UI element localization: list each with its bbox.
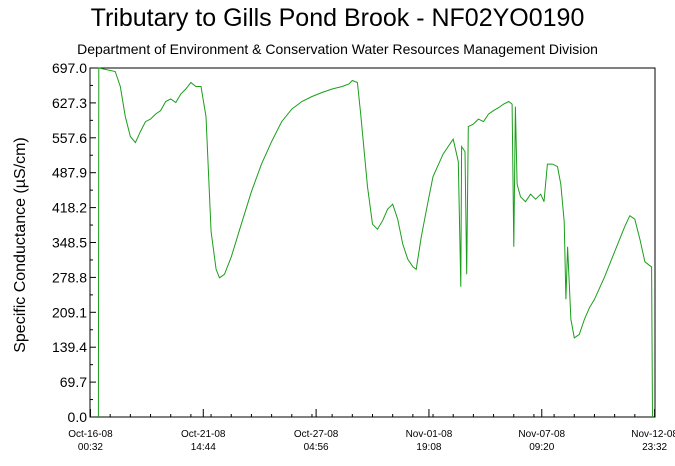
x-tick-label: Nov-12-08 — [631, 429, 675, 440]
y-tick-label: 697.0 — [52, 60, 87, 76]
y-tick-label: 139.4 — [52, 339, 87, 355]
y-tick-label: 348.5 — [52, 235, 87, 251]
x-tick-label: 19:08 — [416, 442, 441, 453]
y-tick-label: 627.3 — [52, 95, 87, 111]
y-tick-label: 487.9 — [52, 165, 87, 181]
y-tick-label: 209.1 — [52, 304, 87, 320]
y-tick-label: 0.0 — [68, 409, 88, 425]
x-tick-label: 14:44 — [191, 442, 216, 453]
x-tick-label: 00:32 — [78, 442, 103, 453]
x-tick-label: Nov-01-08 — [406, 429, 453, 440]
y-tick-label: 557.6 — [52, 130, 87, 146]
x-tick-label: 04:56 — [304, 442, 329, 453]
x-tick-label: Oct-27-08 — [294, 429, 339, 440]
plot-frame — [89, 67, 656, 418]
y-tick-label: 278.8 — [52, 269, 87, 285]
y-tick-label: 69.7 — [60, 374, 87, 390]
chart-subtitle: Department of Environment & Conservation… — [77, 41, 598, 57]
x-tick-label: Oct-16-08 — [68, 429, 113, 440]
chart-title: Tributary to Gills Pond Brook - NF02YO01… — [90, 4, 585, 32]
x-tick-label: 09:20 — [529, 442, 554, 453]
series-line — [97, 67, 653, 418]
y-tick-label: 418.2 — [52, 200, 87, 216]
x-tick-label: Oct-21-08 — [181, 429, 226, 440]
x-tick-label: 23:32 — [642, 442, 667, 453]
x-tick-label: Nov-07-08 — [518, 429, 565, 440]
